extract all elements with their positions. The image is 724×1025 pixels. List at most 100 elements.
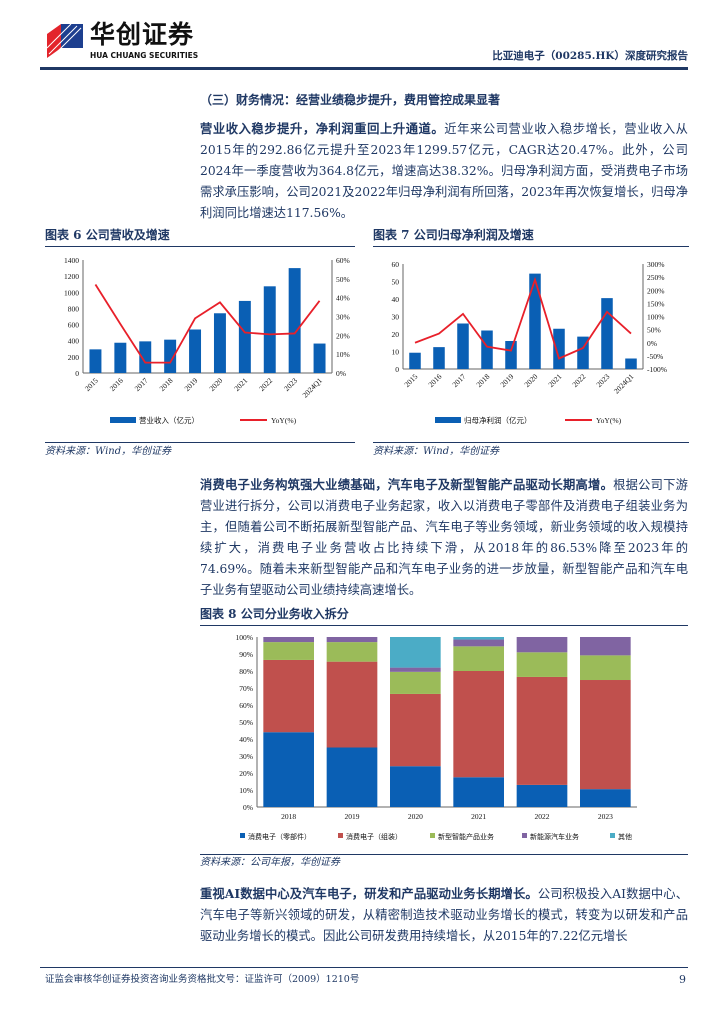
y-tick-label: 10 bbox=[392, 348, 400, 357]
paragraph-3: 重视AI数据中心及汽车电子，研发和产品驱动业务长期增长。公司积极投入AI数据中心… bbox=[200, 883, 688, 947]
y2-tick-label: 250% bbox=[647, 273, 665, 282]
x-tick-label: 2016 bbox=[426, 372, 443, 389]
yoy-line bbox=[94, 284, 321, 364]
bar bbox=[263, 286, 276, 373]
y-tick-label: 0% bbox=[243, 803, 253, 812]
bar bbox=[213, 313, 226, 373]
charts-row: 图表 6 公司营收及增速 图表 7 公司归母净利润及增速 0 200 400 600 8… bbox=[40, 228, 690, 460]
x-tick-label: 2017 bbox=[133, 376, 150, 393]
stacked-bar-segment bbox=[390, 637, 441, 668]
x-tick-label: 2018 bbox=[158, 376, 175, 393]
stacked-bar-segment bbox=[453, 639, 504, 647]
y2-tick-label: 10% bbox=[336, 350, 350, 359]
yoy-line bbox=[414, 276, 632, 360]
bar bbox=[601, 298, 613, 369]
x-tick-label: 2021 bbox=[546, 372, 563, 389]
bar bbox=[288, 268, 301, 373]
chart-6-title: 图表 6 公司营收及增速 bbox=[45, 228, 355, 247]
chart-6-divider bbox=[45, 442, 355, 443]
y-tick-label: 50% bbox=[239, 718, 253, 727]
paragraph-body: 公司积极投入AI数据中心、汽车电子等新兴领域的研发，从精密制造技术驱动业务增长的… bbox=[200, 887, 688, 943]
stacked-bar-segment bbox=[326, 747, 378, 807]
bar bbox=[529, 273, 541, 369]
y-tick-label: 200 bbox=[68, 353, 80, 362]
chart-8-title: 图表 8 公司分业务收入拆分 bbox=[200, 607, 688, 626]
bar bbox=[409, 352, 421, 369]
x-tick-label: 2019 bbox=[345, 812, 360, 821]
legend-label: 消费电子（零部件） bbox=[248, 832, 311, 841]
page-footer: 证监会审核华创证券投资咨询业务资格批文号：证监许可（2009）1210号 9 bbox=[0, 967, 724, 1025]
legend-label: 新能源汽车业务 bbox=[530, 832, 579, 841]
x-tick-label: 2023 bbox=[598, 812, 613, 821]
legend-swatch bbox=[522, 833, 527, 838]
y2-tick-label: -100% bbox=[647, 365, 667, 374]
x-tick-label: 2020 bbox=[207, 376, 224, 393]
page-header: 华创证券 HUA CHUANG SECURITIES 比亚迪电子（00285.H… bbox=[0, 0, 724, 88]
y2-tick-label: 40% bbox=[336, 294, 350, 303]
x-tick-label: 2024Q1 bbox=[612, 372, 636, 396]
y2-tick-label: 0% bbox=[647, 339, 657, 348]
chart-8-source: 资料来源：公司年报，华创证券 bbox=[200, 857, 340, 868]
y-tick-label: 1200 bbox=[64, 272, 79, 281]
x-tick-label: 2018 bbox=[474, 372, 491, 389]
footer-divider bbox=[40, 967, 688, 968]
x-tick-label: 2021 bbox=[471, 812, 486, 821]
bar bbox=[313, 343, 326, 373]
y-tick-label: 40 bbox=[392, 295, 400, 304]
y-tick-label: 1000 bbox=[64, 288, 79, 297]
paragraph-lead: 营业收入稳步提升，净利润重回上升通道。 bbox=[200, 121, 445, 136]
paragraph-1: 营业收入稳步提升，净利润重回上升通道。近年来公司营业收入稳步增长，营业收入从20… bbox=[200, 118, 688, 224]
x-tick-label: 2022 bbox=[535, 812, 550, 821]
stacked-bar-segment bbox=[580, 789, 631, 807]
legend-label: 营业收入（亿元） bbox=[139, 415, 199, 425]
paragraph-body: 近年来公司营业收入稳步增长，营业收入从2015年的292.86亿元提升至2023… bbox=[200, 122, 688, 220]
section-heading: （三）财务情况：经营业绩稳步提升，费用管控成果显著 bbox=[200, 93, 501, 107]
y2-tick-label: -50% bbox=[647, 352, 663, 361]
y-tick-label: 20% bbox=[239, 769, 253, 778]
x-tick-label: 2020 bbox=[522, 372, 539, 389]
stacked-bar-segment bbox=[580, 655, 631, 681]
stacked-bar-segment bbox=[263, 659, 314, 733]
y2-tick-label: 30% bbox=[336, 313, 350, 322]
x-tick-label: 2019 bbox=[182, 376, 199, 393]
bar bbox=[164, 339, 177, 373]
x-tick-label: 2018 bbox=[281, 812, 296, 821]
x-tick-label: 2019 bbox=[498, 372, 515, 389]
logo-icon bbox=[47, 24, 83, 58]
legend-swatch bbox=[338, 833, 343, 838]
legend-label: 归母净利润（亿元） bbox=[464, 415, 532, 425]
chart-7-divider bbox=[373, 442, 689, 443]
stacked-bar-segment bbox=[390, 671, 441, 694]
report-title: 比亚迪电子（00285.HK）深度研究报告 bbox=[492, 50, 688, 62]
y2-tick-label: 200% bbox=[647, 286, 665, 295]
bar bbox=[139, 341, 152, 373]
y2-tick-label: 20% bbox=[336, 331, 350, 340]
stacked-bar-segment bbox=[390, 667, 441, 672]
y-tick-label: 0 bbox=[395, 365, 399, 374]
bar bbox=[625, 358, 637, 369]
x-tick-label: 2023 bbox=[282, 376, 299, 393]
stacked-bar-segment bbox=[516, 784, 568, 807]
legend-swatch bbox=[240, 833, 245, 838]
x-tick-label: 2016 bbox=[108, 376, 125, 393]
y2-tick-label: 0% bbox=[336, 369, 346, 378]
legend-swatch bbox=[610, 833, 615, 838]
legend-swatch bbox=[430, 833, 435, 838]
stacked-bar-segment bbox=[263, 642, 314, 660]
y-tick-label: 30% bbox=[239, 752, 253, 761]
stacked-bar-segment bbox=[390, 693, 441, 767]
chart-6-revenue: 0 200 400 600 800 1000 1200 1400 0% 10% 20% 30% 40% 5… bbox=[64, 256, 350, 425]
y2-tick-label: 50% bbox=[647, 326, 661, 335]
bar bbox=[114, 342, 127, 373]
chart-7-title: 图表 7 公司归母净利润及增速 bbox=[373, 228, 689, 247]
footer-text: 证监会审核华创证券投资咨询业务资格批文号：证监许可（2009）1210号 bbox=[45, 974, 360, 985]
logo-subtext: HUA CHUANG SECURITIES bbox=[90, 51, 199, 60]
y-tick-label: 30 bbox=[392, 313, 400, 322]
logo-text: 华创证券 bbox=[90, 20, 195, 49]
chart-8-divider bbox=[200, 854, 688, 855]
y-tick-label: 10% bbox=[239, 786, 253, 795]
chart-8-block: 图表 8 公司分业务收入拆分 0% 10% 20% 30% 40% 50% 60% 70% 80… bbox=[40, 607, 690, 869]
bar bbox=[189, 329, 202, 373]
stacked-bar-segment bbox=[453, 637, 504, 640]
y2-tick-label: 100% bbox=[647, 313, 665, 322]
